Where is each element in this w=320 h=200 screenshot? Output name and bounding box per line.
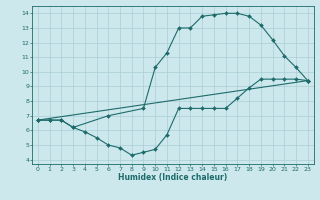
X-axis label: Humidex (Indice chaleur): Humidex (Indice chaleur) xyxy=(118,173,228,182)
